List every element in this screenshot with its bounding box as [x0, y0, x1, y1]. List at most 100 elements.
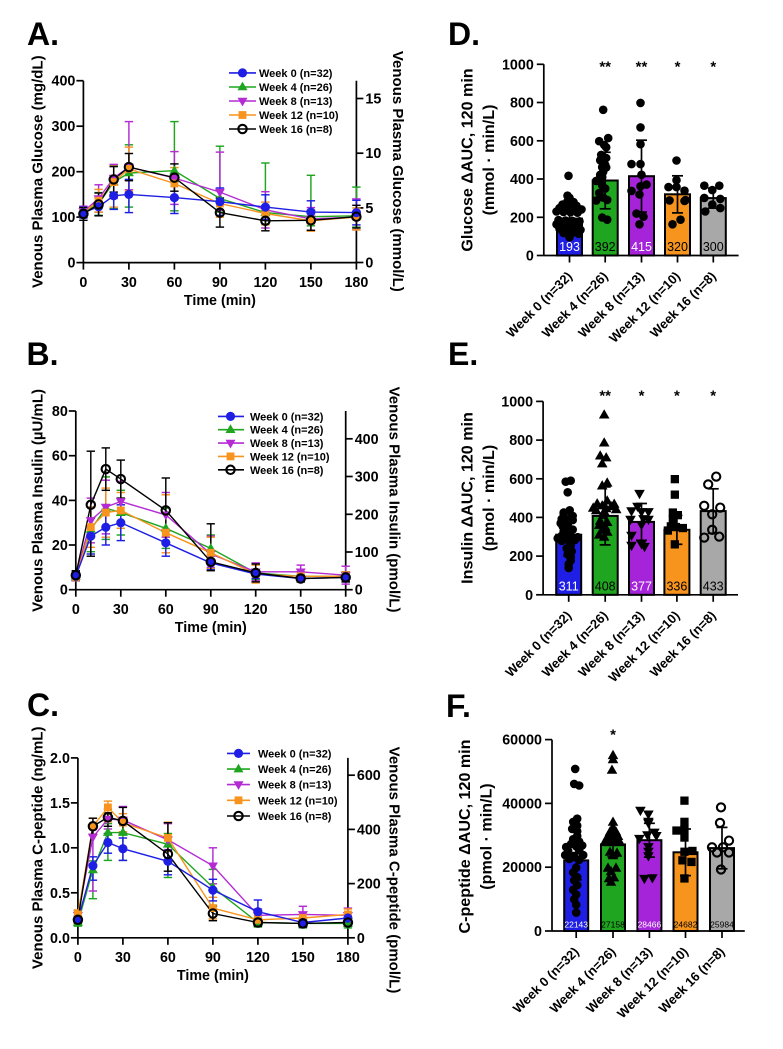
svg-text:Venous Plasma Glucose (mmol/L): Venous Plasma Glucose (mmol/L): [389, 51, 406, 292]
svg-text:0: 0: [534, 924, 542, 940]
svg-text:120: 120: [246, 950, 270, 966]
svg-text:F.: F.: [446, 688, 471, 724]
svg-text:193: 193: [559, 240, 580, 254]
svg-text:60000: 60000: [502, 733, 542, 749]
svg-text:1.0: 1.0: [50, 841, 70, 857]
svg-text:0.0: 0.0: [50, 931, 70, 947]
svg-text:27158: 27158: [601, 920, 625, 930]
svg-text:*: *: [674, 388, 680, 405]
svg-text:80: 80: [52, 404, 68, 420]
svg-text:200: 200: [355, 507, 379, 523]
svg-text:60: 60: [52, 449, 68, 465]
svg-text:C-peptide ΔAUC, 120 min: C-peptide ΔAUC, 120 min: [456, 740, 474, 934]
svg-text:**: **: [636, 59, 648, 76]
svg-text:Week 16 (n=8): Week 16 (n=8): [656, 944, 728, 1016]
svg-text:60: 60: [160, 950, 176, 966]
svg-text:415: 415: [631, 240, 652, 254]
svg-text:120: 120: [244, 602, 268, 618]
svg-text:Insulin ΔAUC, 120 min: Insulin ΔAUC, 120 min: [458, 412, 476, 584]
svg-text:377: 377: [631, 580, 652, 594]
svg-text:Week 8 (n=13): Week 8 (n=13): [258, 780, 332, 792]
svg-text:150: 150: [299, 275, 323, 291]
svg-text:0: 0: [357, 931, 365, 947]
svg-text:Venous Plasma Glucose (mg/dL): Venous Plasma Glucose (mg/dL): [30, 55, 47, 288]
svg-text:400: 400: [52, 74, 76, 90]
svg-text:311: 311: [559, 580, 579, 594]
svg-text:150: 150: [289, 602, 313, 618]
svg-text:Venous Plasma C-peptide (pmol/: Venous Plasma C-peptide (pmol/L): [386, 747, 403, 994]
svg-text:20000: 20000: [502, 860, 542, 876]
svg-text:0: 0: [74, 950, 82, 966]
svg-text:1000: 1000: [502, 57, 534, 73]
svg-text:Week 8 (n=13): Week 8 (n=13): [250, 438, 324, 450]
svg-text:Week 16 (n=8): Week 16 (n=8): [259, 124, 333, 136]
svg-text:336: 336: [666, 580, 687, 594]
svg-text:40000: 40000: [502, 796, 542, 812]
svg-text:120: 120: [253, 275, 277, 291]
svg-text:100: 100: [355, 545, 379, 561]
svg-text:200: 200: [509, 549, 533, 565]
svg-text:200: 200: [357, 877, 381, 893]
svg-text:Time (min): Time (min): [177, 968, 249, 984]
svg-text:0: 0: [365, 256, 373, 272]
svg-text:15: 15: [365, 92, 381, 108]
svg-text:320: 320: [667, 240, 688, 254]
svg-text:90: 90: [203, 602, 219, 618]
svg-text:Week 0 (n=32): Week 0 (n=32): [250, 411, 324, 423]
svg-text:0: 0: [355, 583, 363, 599]
svg-text:Week 4 (n=26): Week 4 (n=26): [258, 764, 332, 776]
svg-text:E.: E.: [448, 336, 478, 372]
svg-text:C.: C.: [27, 687, 59, 723]
svg-text:(mmol · min/L): (mmol · min/L): [480, 105, 498, 216]
svg-text:(pmol · min/L): (pmol · min/L): [480, 445, 498, 551]
svg-text:0: 0: [525, 588, 533, 604]
svg-text:*: *: [710, 59, 716, 76]
svg-text:D.: D.: [448, 16, 480, 52]
svg-text:300: 300: [703, 240, 724, 254]
svg-text:Venous Plasma Insulin (pmol/L): Venous Plasma Insulin (pmol/L): [386, 387, 403, 613]
svg-text:180: 180: [336, 950, 360, 966]
svg-text:800: 800: [510, 96, 534, 112]
svg-text:433: 433: [703, 580, 724, 594]
svg-text:Glucose ΔAUC, 120 min: Glucose ΔAUC, 120 min: [458, 68, 476, 251]
svg-text:Week 16 (n=8): Week 16 (n=8): [647, 608, 719, 680]
svg-text:Time (min): Time (min): [184, 293, 256, 309]
svg-text:180: 180: [344, 275, 368, 291]
svg-text:800: 800: [509, 433, 533, 449]
svg-text:Week 8 (n=13): Week 8 (n=13): [259, 96, 333, 108]
svg-text:B.: B.: [27, 336, 59, 372]
svg-text:Week 4 (n=26): Week 4 (n=26): [250, 425, 324, 437]
svg-text:100: 100: [52, 210, 76, 226]
svg-text:Time (min): Time (min): [175, 620, 247, 636]
svg-text:300: 300: [355, 470, 379, 486]
svg-text:30: 30: [113, 602, 129, 618]
svg-text:(pmol · min/L): (pmol · min/L): [478, 783, 496, 889]
svg-text:Week 0 (n=32): Week 0 (n=32): [259, 68, 333, 80]
svg-text:0: 0: [526, 249, 534, 265]
svg-text:*: *: [639, 388, 645, 405]
svg-text:10: 10: [365, 146, 381, 162]
svg-text:Week 16 (n=8): Week 16 (n=8): [258, 811, 332, 823]
svg-text:Week 16 (n=8): Week 16 (n=8): [250, 465, 324, 477]
svg-text:25984: 25984: [710, 920, 734, 930]
svg-text:*: *: [610, 727, 616, 744]
svg-text:Venous Plasma Insulin (µU/mL): Venous Plasma Insulin (µU/mL): [30, 389, 47, 612]
svg-text:40: 40: [52, 493, 68, 509]
svg-text:Week 0 (n=32): Week 0 (n=32): [258, 748, 332, 760]
svg-text:0.5: 0.5: [50, 886, 70, 902]
svg-text:300: 300: [52, 119, 76, 135]
svg-text:**: **: [599, 388, 611, 405]
svg-text:60: 60: [166, 275, 182, 291]
svg-text:600: 600: [357, 768, 381, 784]
svg-text:180: 180: [334, 602, 358, 618]
svg-text:Week 4 (n=26): Week 4 (n=26): [259, 82, 333, 94]
svg-text:Week 12 (n=10): Week 12 (n=10): [250, 451, 330, 463]
svg-text:0: 0: [79, 275, 87, 291]
svg-text:200: 200: [52, 165, 76, 181]
svg-text:600: 600: [510, 134, 534, 150]
svg-text:**: **: [599, 59, 611, 76]
svg-text:392: 392: [595, 240, 616, 254]
svg-text:1.5: 1.5: [50, 796, 70, 812]
svg-text:24682: 24682: [674, 920, 698, 930]
svg-text:60: 60: [158, 602, 174, 618]
